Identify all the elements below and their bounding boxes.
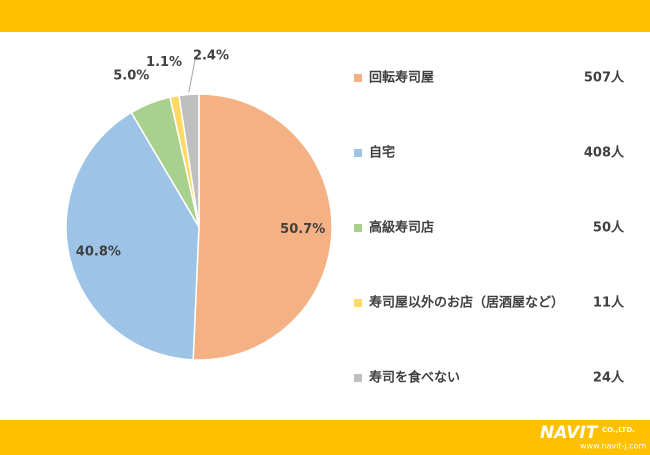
legend-count: 11人	[593, 295, 625, 311]
data-label: 2.4%	[193, 48, 229, 63]
logo-brand: NAVIT	[540, 423, 599, 443]
top-band	[0, 0, 650, 32]
legend-swatch	[354, 149, 362, 157]
data-label: 40.8%	[76, 245, 121, 260]
legend-label: 回転寿司屋	[369, 70, 434, 86]
legend-label: 自宅	[369, 145, 395, 161]
legend-count: 507人	[584, 70, 625, 86]
legend-swatch	[354, 74, 362, 82]
logo: NAVIT CO.,LTD. www.navit-j.com	[536, 422, 646, 453]
legend-swatch	[354, 299, 362, 307]
legend-swatch	[354, 374, 362, 382]
data-label: 50.7%	[280, 222, 325, 237]
legend-count: 24人	[593, 370, 625, 386]
data-label: 5.0%	[113, 69, 149, 84]
logo-company: CO.,LTD.	[602, 426, 635, 434]
leader-line	[188, 59, 196, 93]
legend-count: 50人	[593, 220, 625, 236]
logo-url: www.navit-j.com	[580, 442, 646, 451]
pie-slice	[192, 93, 333, 361]
legend-label: 寿司屋以外のお店（居酒屋など）	[369, 295, 564, 311]
legend-label: 高級寿司店	[369, 220, 434, 236]
pie-slice	[65, 111, 200, 361]
legend-swatch	[354, 224, 362, 232]
data-label: 1.1%	[146, 55, 182, 70]
pie-slice	[178, 93, 200, 228]
legend-label: 寿司を食べない	[369, 370, 460, 386]
logo-bg	[536, 422, 646, 453]
legend-count: 408人	[584, 145, 625, 161]
